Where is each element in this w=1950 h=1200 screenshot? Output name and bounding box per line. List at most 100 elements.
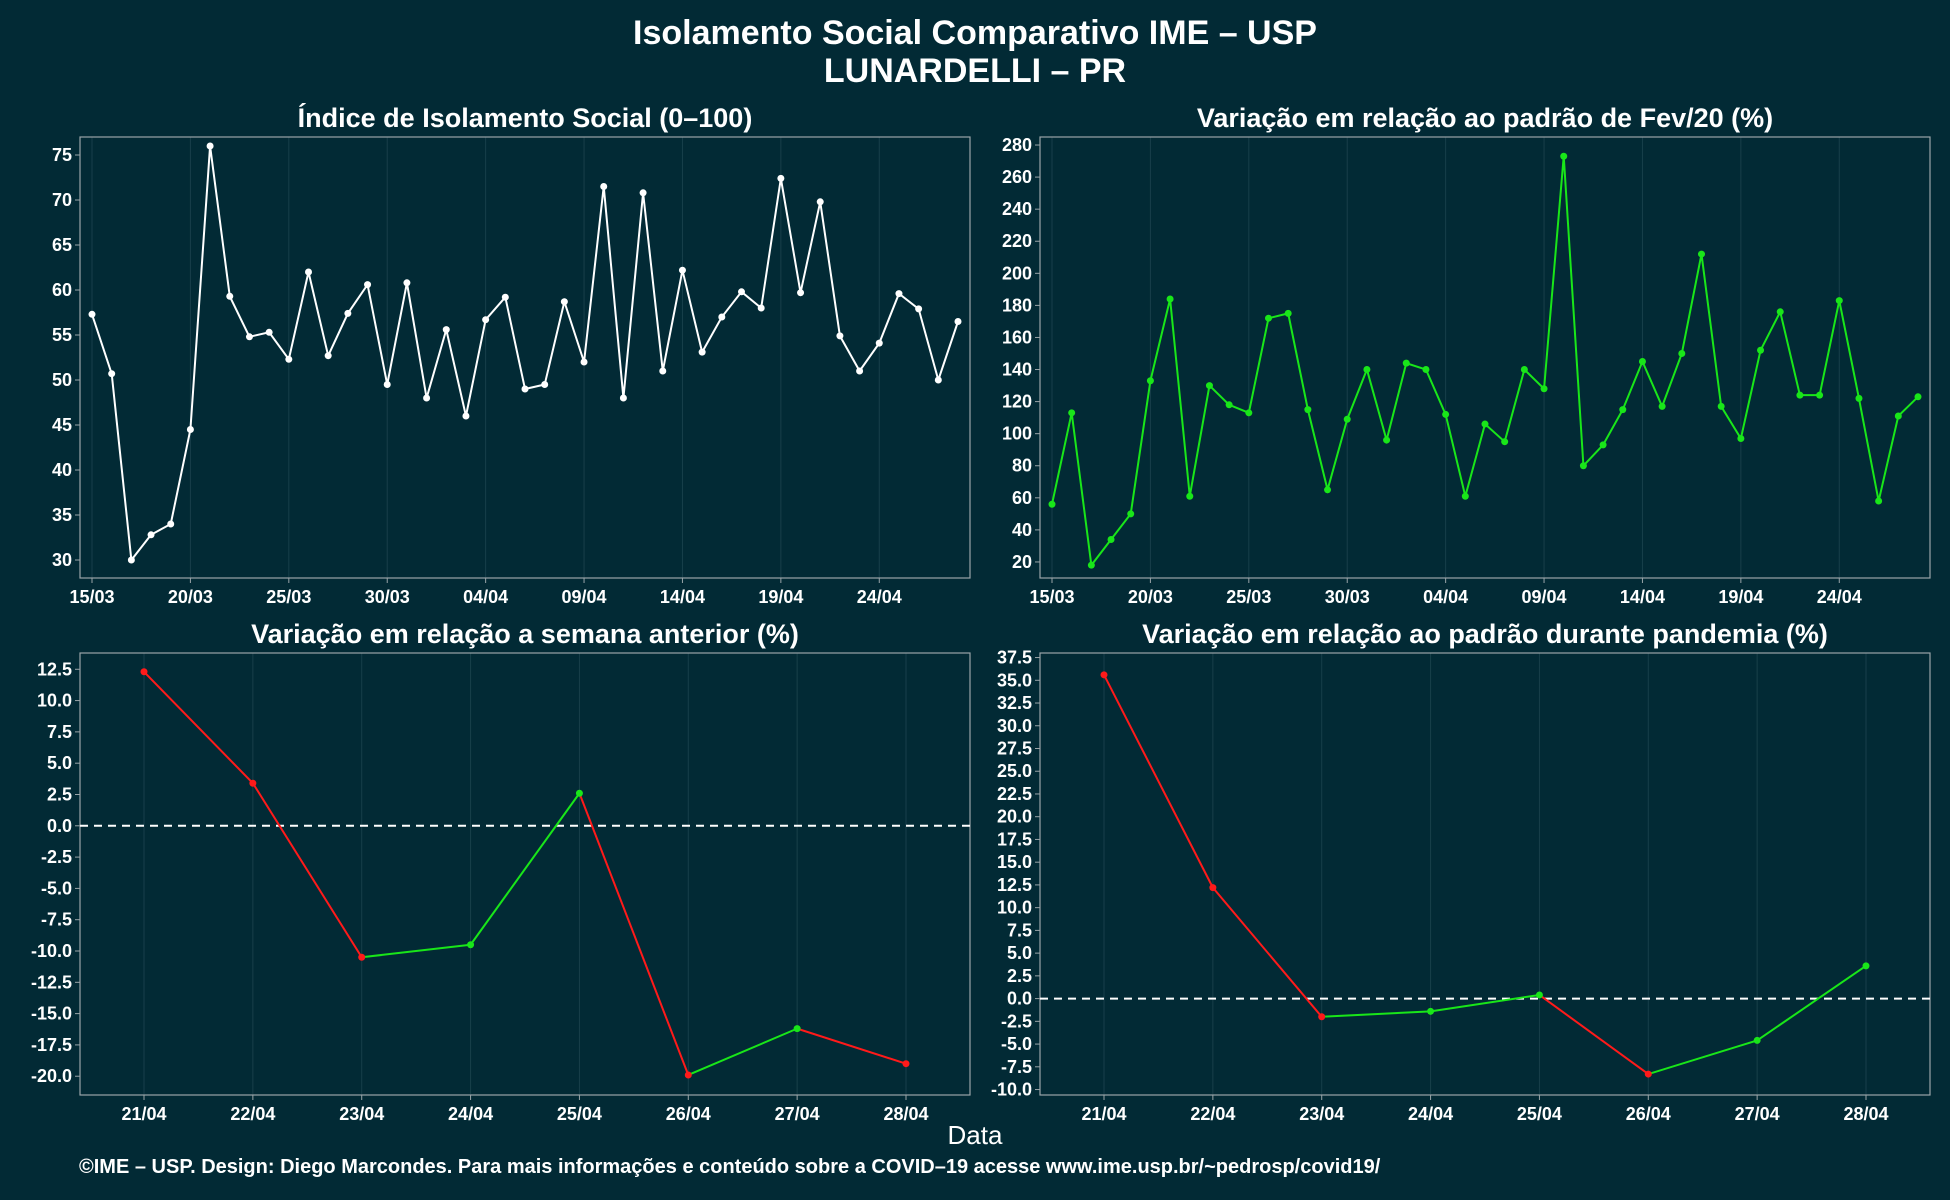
data-point [1753, 1036, 1761, 1044]
data-point [1855, 394, 1863, 402]
data-point [265, 328, 273, 336]
x-tick-label: 15/03 [1029, 587, 1074, 607]
y-tick-label: 180 [1002, 295, 1032, 315]
y-tick-label: 37.5 [997, 648, 1032, 668]
data-point [1146, 377, 1154, 385]
data-point [560, 298, 568, 306]
data-point [442, 326, 450, 334]
y-tick-label: 15.0 [997, 852, 1032, 872]
data-point [580, 358, 588, 366]
y-tick-label: 25.0 [997, 761, 1032, 781]
data-point [1816, 391, 1824, 399]
data-point [1284, 309, 1292, 317]
data-point [1658, 402, 1666, 410]
y-tick-label: 40 [52, 460, 72, 480]
y-tick-label: -17.5 [31, 1035, 72, 1055]
data-point [127, 556, 135, 564]
y-tick-label: 140 [1002, 360, 1032, 380]
data-point [482, 316, 490, 324]
data-point [1422, 366, 1430, 374]
data-point [915, 305, 923, 313]
data-point [226, 292, 234, 300]
y-tick-label: 30.0 [997, 716, 1032, 736]
series-segment [1103, 674, 1214, 889]
series-segment [687, 1027, 798, 1076]
y-tick-label: 55 [52, 325, 72, 345]
data-point [108, 370, 116, 378]
y-tick-label: -2.5 [41, 847, 72, 867]
series-segment [143, 671, 254, 784]
data-point [1324, 486, 1332, 494]
data-point [88, 310, 96, 318]
y-tick-label: -2.5 [1001, 1011, 1032, 1031]
y-tick-label: 17.5 [997, 829, 1032, 849]
data-point [1835, 297, 1843, 305]
data-point [757, 304, 765, 312]
x-tick-label: 24/04 [448, 1104, 493, 1124]
data-point [777, 174, 785, 182]
y-tick-label: 200 [1002, 263, 1032, 283]
data-point [147, 531, 155, 539]
x-tick-label: 20/03 [168, 587, 213, 607]
data-point [678, 266, 686, 274]
x-tick-label: 23/04 [339, 1104, 384, 1124]
data-point [1048, 500, 1056, 508]
x-tick-label: 24/04 [1817, 587, 1862, 607]
data-point [856, 367, 864, 375]
data-point [186, 426, 194, 433]
data-point [639, 189, 647, 197]
y-tick-label: 30 [52, 550, 72, 570]
x-tick-label: 26/04 [666, 1104, 711, 1124]
x-tick-label: 25/03 [1226, 587, 1271, 607]
y-tick-label: 80 [1012, 456, 1032, 476]
x-tick-label: 21/04 [1081, 1104, 1126, 1124]
data-point [249, 779, 257, 787]
series-segment [252, 782, 363, 958]
y-tick-label: 10.0 [997, 898, 1032, 918]
series-segment [1430, 993, 1540, 1013]
x-tick-label: 04/04 [1423, 587, 1468, 607]
series-segment [1212, 886, 1323, 1018]
data-point [521, 385, 529, 393]
data-point [285, 355, 293, 363]
data-point [1535, 991, 1543, 999]
panel3-title: Variação em relação a semana anterior (%… [251, 619, 799, 649]
data-point [875, 339, 883, 347]
data-point [1304, 406, 1312, 414]
series-line [1051, 156, 1919, 568]
data-point [797, 289, 805, 297]
panel4-title: Variação em relação ao padrão durante pa… [1142, 619, 1828, 649]
y-tick-label: 70 [52, 190, 72, 210]
y-tick-label: 60 [1012, 488, 1032, 508]
data-point [501, 293, 509, 301]
y-tick-label: 50 [52, 370, 72, 390]
data-point [1265, 314, 1272, 322]
y-tick-label: -5.0 [41, 878, 72, 898]
chart-title-line2: LUNARDELLI – PR [823, 52, 1127, 90]
data-point [1363, 366, 1371, 374]
series-segment [1538, 994, 1649, 1075]
series-segment [796, 1027, 907, 1065]
x-tick-label: 19/04 [758, 587, 803, 607]
x-tick-label: 28/04 [883, 1104, 928, 1124]
y-tick-label: 5.0 [1007, 943, 1032, 963]
data-point [1757, 346, 1765, 354]
data-point [140, 668, 148, 676]
x-tick-label: 15/03 [69, 587, 114, 607]
y-tick-label: -15.0 [31, 1004, 72, 1024]
data-point [1209, 884, 1217, 892]
x-tick-label: 24/04 [857, 587, 902, 607]
x-tick-label: 26/04 [1626, 1104, 1671, 1124]
panel1-title: Índice de Isolamento Social (0–100) [297, 103, 753, 133]
data-point [836, 332, 844, 340]
y-tick-label: 220 [1002, 231, 1032, 251]
y-tick-label: 2.5 [47, 784, 72, 804]
y-tick-label: 75 [52, 145, 72, 165]
x-tick-label: 04/04 [463, 587, 508, 607]
data-point [423, 394, 431, 402]
data-point [1383, 436, 1391, 444]
series-segment [1647, 1039, 1758, 1076]
data-point [1638, 358, 1646, 366]
data-point [1579, 462, 1587, 470]
y-tick-label: 0.0 [47, 816, 72, 836]
